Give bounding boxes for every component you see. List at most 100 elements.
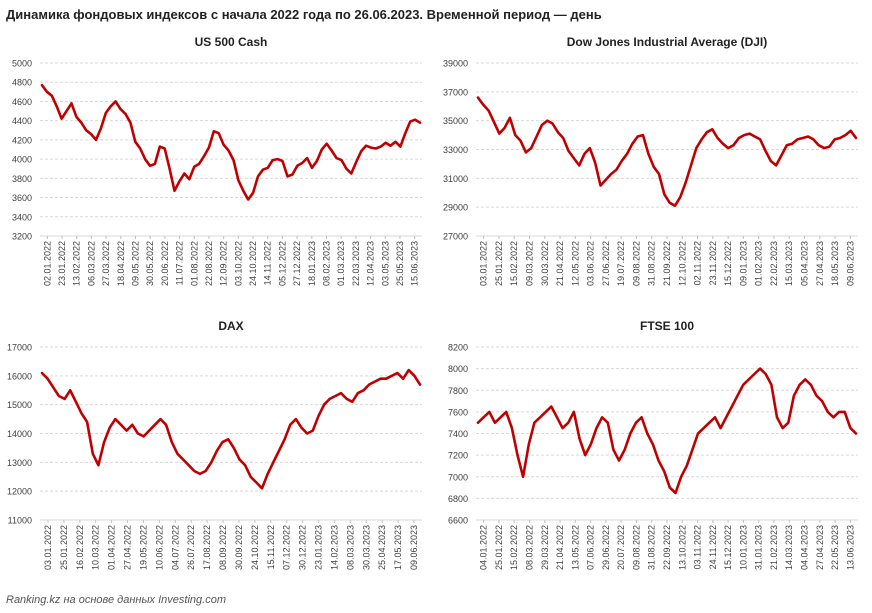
page-title: Динамика фондовых индексов с начала 2022…: [6, 7, 602, 22]
x-tick-label: 08.09.2022: [218, 525, 228, 570]
chart-us500: US 500 Cash 3200 3400 3600 3800 4000 4200 4400 4…: [12, 35, 422, 286]
y-tick-label: 7400: [448, 429, 468, 439]
y-tick-label: 11000: [8, 516, 32, 526]
x-tick-label: 22.05.2023: [830, 525, 840, 570]
x-tick-label: 11.07.2022: [175, 241, 185, 285]
x-tick-label: 09.06.2023: [409, 525, 419, 570]
y-tick-label: 27000: [443, 232, 468, 242]
x-tick-label: 10.06.2022: [154, 525, 164, 570]
x-tick-label: 27.06.2022: [601, 241, 611, 286]
chart-dax-panel: DAX 11000 12000 13000 14000 15000 16000 17000 03…: [0, 312, 436, 587]
x-tick-label: 19.05.2022: [138, 525, 148, 570]
x-tick-label: 25.04.2023: [377, 525, 387, 570]
x-tick-label: 20.07.2022: [616, 525, 626, 570]
y-tick-label: 7600: [448, 407, 468, 417]
chart-title-dax: DAX: [218, 319, 243, 333]
x-tick-label: 18.04.2022: [116, 241, 126, 286]
y-tick-label: 4600: [12, 97, 32, 107]
x-tick-label: 25.05.2023: [395, 241, 405, 286]
y-tick-label: 3800: [12, 174, 32, 184]
chart-title-dji: Dow Jones Industrial Average (DJI): [567, 35, 768, 49]
y-tick-label: 39000: [443, 59, 468, 69]
y-tick-label: 15000: [7, 400, 32, 410]
x-tick-label: 30.09.2022: [234, 525, 244, 570]
x-tick-label: 08.03.2022: [524, 525, 534, 570]
x-tick-label: 13.06.2023: [845, 525, 855, 570]
chart-title-ftse: FTSE 100: [640, 319, 694, 333]
y-tick-label: 4000: [12, 155, 32, 165]
y-tick-label: 13000: [7, 458, 32, 468]
x-tick-label: 29.06.2022: [601, 525, 611, 570]
x-tick-label: 15.02.2022: [509, 525, 519, 570]
x-tick-label: 09.05.2022: [131, 241, 141, 286]
x-tick-label: 24.10.2022: [250, 525, 260, 570]
y-tick-label: 16000: [7, 371, 32, 381]
x-tick-label: 31.08.2022: [647, 241, 657, 286]
x-tick-label: 04.04.2023: [800, 525, 810, 570]
x-tick-label: 03.11.2022: [693, 525, 703, 569]
x-tick-label: 21.09.2022: [662, 241, 672, 286]
x-tick-label: 17.08.2022: [202, 525, 212, 570]
y-tick-label: 8200: [448, 343, 468, 353]
x-tick-label: 15.02.2022: [509, 241, 519, 286]
x-tick-label: 15.06.2023: [410, 241, 420, 286]
x-tick-label: 08.02.2023: [322, 241, 332, 286]
x-tick-label: 16.02.2022: [75, 525, 85, 570]
x-tick-label: 01.04.2022: [107, 525, 117, 570]
series-line-dji: [476, 96, 858, 207]
y-tick-label: 6800: [448, 494, 468, 504]
y-tick-label: 35000: [443, 116, 468, 126]
x-tick-label: 23.01.2022: [57, 241, 67, 286]
x-tick-label: 03.01.2022: [479, 241, 489, 286]
x-tick-label: 26.07.2022: [186, 525, 196, 570]
x-tick-label: 13.05.2022: [570, 525, 580, 570]
y-tick-label: 12000: [7, 487, 32, 497]
x-tick-label: 13.10.2022: [677, 525, 687, 570]
x-tick-label: 27.12.2022: [292, 241, 302, 286]
x-tick-label: 06.03.2022: [86, 241, 96, 286]
x-tick-label: 04.07.2022: [170, 525, 180, 570]
x-tick-label: 14.11.2022: [263, 241, 273, 285]
x-tick-label: 01.02.2023: [754, 241, 764, 286]
x-tick-label: 09.08.2022: [631, 525, 641, 570]
x-tick-label: 27.03.2022: [101, 241, 111, 286]
y-tick-label: 7800: [448, 386, 468, 396]
x-tick-label: 18.01.2023: [307, 241, 317, 286]
x-tick-label: 14.02.2023: [329, 525, 339, 570]
x-tick-label: 30.12.2022: [298, 525, 308, 570]
x-tick-label: 03.06.2022: [586, 241, 596, 286]
x-tick-label: 09.06.2023: [845, 241, 855, 286]
x-tick-label: 15.12.2022: [723, 241, 733, 286]
y-tick-label: 4200: [12, 135, 32, 145]
chart-ftse: FTSE 100 6600 6800 7000 7200 7400 7600 7800 8000…: [448, 319, 858, 570]
x-tick-label: 24.10.2022: [248, 241, 258, 286]
x-tick-label: 29.03.2022: [540, 525, 550, 570]
x-tick-label: 25.01.2022: [494, 241, 504, 286]
x-tick-label: 22.08.2022: [204, 241, 214, 286]
x-tick-label: 12.05.2022: [570, 241, 580, 286]
series-line-dax: [40, 368, 422, 490]
x-tick-label: 21.04.2022: [555, 241, 565, 286]
y-tick-label: 7000: [448, 472, 468, 482]
y-tick-label: 37000: [443, 87, 468, 97]
chart-us500-panel: US 500 Cash 3200 3400 3600 3800 4000 4200 4400 4…: [0, 28, 436, 303]
y-tick-label: 3600: [12, 193, 32, 203]
x-tick-label: 19.07.2022: [616, 241, 626, 286]
x-tick-label: 20.06.2022: [160, 241, 170, 286]
y-tick-label: 17000: [7, 343, 32, 353]
x-tick-label: 27.04.2022: [123, 525, 133, 570]
x-tick-label: 03.01.2022: [43, 525, 53, 570]
x-tick-label: 25.01.2022: [494, 525, 504, 570]
x-tick-label: 23.11.2022: [708, 241, 718, 285]
x-tick-label: 17.05.2023: [393, 525, 403, 570]
x-tick-label: 15.12.2022: [723, 525, 733, 570]
chart-dji: Dow Jones Industrial Average (DJI) 27000 2…: [443, 35, 858, 286]
x-tick-label: 08.03.2023: [345, 525, 355, 570]
x-tick-label: 15.03.2023: [784, 241, 794, 286]
x-tick-label: 24.11.2022: [708, 525, 718, 569]
x-tick-label: 25.01.2022: [59, 525, 69, 570]
x-tick-label: 03.10.2022: [233, 241, 243, 286]
y-tick-label: 8000: [448, 364, 468, 374]
x-tick-label: 02.01.2022: [42, 241, 52, 286]
x-tick-label: 10.03.2022: [91, 525, 101, 570]
